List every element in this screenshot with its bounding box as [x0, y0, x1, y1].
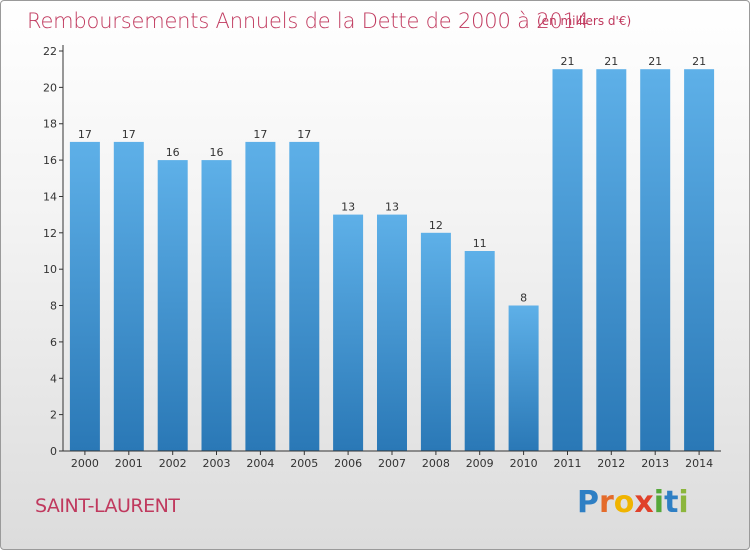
x-tick-label-2001: 2001 — [115, 457, 143, 470]
bar-2005 — [289, 141, 320, 451]
y-tick-label-4: 4 — [50, 372, 57, 385]
value-label-2000: 17 — [78, 128, 92, 141]
x-tick-label-2008: 2008 — [422, 457, 450, 470]
bar-2010 — [508, 305, 539, 451]
value-label-2004: 17 — [253, 128, 267, 141]
value-label-2011: 21 — [561, 55, 575, 68]
x-tick-label-2012: 2012 — [597, 457, 625, 470]
bar-2006 — [333, 214, 364, 451]
value-label-2005: 17 — [297, 128, 311, 141]
y-tick-label-6: 6 — [50, 336, 57, 349]
x-tick-label-2005: 2005 — [290, 457, 318, 470]
y-tick-label-14: 14 — [43, 191, 57, 204]
bar-2004 — [245, 141, 276, 451]
proxiti-logo: Proxiti — [577, 485, 689, 520]
bar-2008 — [420, 232, 451, 451]
y-tick-label-20: 20 — [43, 81, 57, 94]
y-tick-label-8: 8 — [50, 300, 57, 313]
chart-title: Remboursements Annuels de la Dette de 20… — [27, 9, 589, 33]
bar-2009 — [464, 251, 495, 451]
bar-2000 — [69, 141, 100, 451]
x-tick-label-2011: 2011 — [554, 457, 582, 470]
value-label-2006: 13 — [341, 201, 355, 214]
value-label-2003: 16 — [210, 146, 224, 159]
bar-2012 — [596, 69, 627, 451]
bars-group: 17 17 16 16 17 17 13 13 12 11 8 21 21 21 21 — [69, 55, 715, 451]
x-tick-label-2007: 2007 — [378, 457, 406, 470]
y-tick-label-18: 18 — [43, 118, 57, 131]
bar-2013 — [640, 69, 671, 451]
x-tick-label-2009: 2009 — [466, 457, 494, 470]
x-tick-label-2006: 2006 — [334, 457, 362, 470]
bar-2007 — [377, 214, 407, 451]
x-tick-label-2010: 2010 — [510, 457, 538, 470]
chart-unit-label: (en milliers d'€) — [537, 14, 632, 28]
value-label-2008: 12 — [429, 219, 443, 232]
bar-2014 — [684, 69, 715, 451]
y-tick-label-0: 0 — [50, 445, 57, 458]
x-tick-label-2004: 2004 — [246, 457, 274, 470]
y-tick-label-2: 2 — [50, 409, 57, 422]
value-label-2002: 16 — [166, 146, 180, 159]
y-tick-label-16: 16 — [43, 154, 57, 167]
value-label-2007: 13 — [385, 201, 399, 214]
y-tick-label-10: 10 — [43, 263, 57, 276]
bar-2002 — [157, 160, 188, 451]
value-label-2001: 17 — [122, 128, 136, 141]
bar-2001 — [113, 141, 144, 451]
value-label-2010: 8 — [520, 292, 527, 305]
x-tick-label-2003: 2003 — [203, 457, 231, 470]
axes-group: 2000 2001 2002 2003 2004 2005 2006 2007 2008 2009… — [43, 45, 721, 470]
y-tick-label-12: 12 — [43, 227, 57, 240]
value-label-2013: 21 — [648, 55, 662, 68]
y-tick-label-22: 22 — [43, 45, 57, 58]
x-tick-label-2013: 2013 — [641, 457, 669, 470]
value-label-2014: 21 — [692, 55, 706, 68]
value-label-2009: 11 — [473, 237, 487, 250]
bar-2011 — [552, 69, 583, 451]
x-tick-label-2002: 2002 — [159, 457, 187, 470]
bar-2003 — [201, 160, 232, 451]
commune-name: SAINT-LAURENT — [35, 495, 180, 517]
value-label-2012: 21 — [604, 55, 618, 68]
x-tick-label-2000: 2000 — [71, 457, 99, 470]
x-tick-label-2014: 2014 — [685, 457, 713, 470]
